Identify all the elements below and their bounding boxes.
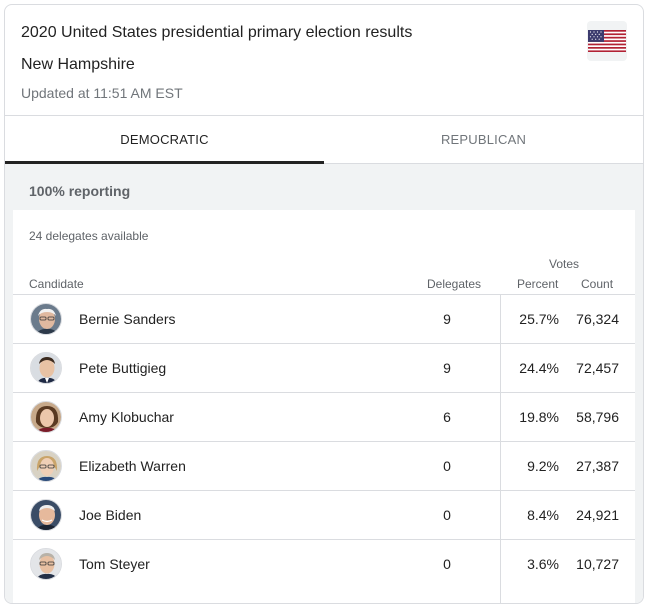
page-title: 2020 United States presidential primary …	[21, 24, 413, 41]
candidate-count: 72,457	[576, 360, 619, 376]
candidate-avatar	[30, 450, 62, 482]
table-row: Bernie Sanders 9 25.7% 76,324	[13, 294, 635, 343]
delegates-available: 24 delegates available	[29, 229, 149, 243]
party-tabs: DEMOCRATIC REPUBLICAN	[5, 115, 643, 164]
candidate-percent: 9.2%	[527, 458, 559, 474]
results-section: 100% reporting 24 delegates available Vo…	[5, 164, 643, 603]
candidate-name: Pete Buttigieg	[79, 360, 167, 376]
candidate-count: 24,921	[576, 507, 619, 523]
candidate-name: Amy Klobuchar	[79, 409, 174, 425]
reporting-status: 100% reporting	[29, 183, 131, 199]
candidate-avatar	[30, 548, 62, 580]
candidate-count: 10,727	[576, 556, 619, 572]
results-header: 2020 United States presidential primary …	[5, 5, 643, 115]
tab-republican[interactable]: REPUBLICAN	[440, 132, 527, 147]
count-header: Count	[581, 277, 614, 291]
candidate-avatar	[30, 499, 62, 531]
candidate-name: Tom Steyer	[79, 556, 150, 572]
candidate-percent: 24.4%	[519, 360, 559, 376]
percent-header: Percent	[517, 277, 559, 291]
candidate-header: Candidate	[29, 277, 84, 291]
votes-header: Votes	[549, 257, 580, 271]
state-name: New Hampshire	[21, 56, 135, 73]
candidate-avatar	[30, 352, 62, 384]
table-row: Pete Buttigieg 9 24.4% 72,457	[13, 343, 635, 392]
candidate-delegates: 6	[443, 409, 451, 425]
results-table-panel: 24 delegates available Votes Candidate D…	[13, 210, 635, 603]
candidate-delegates: 9	[443, 360, 451, 376]
candidate-count: 27,387	[576, 458, 619, 474]
table-row: Amy Klobuchar 6 19.8% 58,796	[13, 392, 635, 441]
candidate-avatar	[30, 401, 62, 433]
us-flag-icon	[587, 21, 627, 61]
updated-timestamp: Updated at 11:51 AM EST	[21, 85, 183, 101]
candidate-count: 58,796	[576, 409, 619, 425]
candidate-name: Joe Biden	[79, 507, 142, 523]
candidate-percent: 19.8%	[519, 409, 559, 425]
candidate-percent: 8.4%	[527, 507, 559, 523]
candidate-count: 76,324	[576, 311, 619, 327]
table-row: Tom Steyer 0 3.6% 10,727	[13, 539, 635, 588]
candidate-name: Elizabeth Warren	[79, 458, 186, 474]
table-row: Elizabeth Warren 0 9.2% 27,387	[13, 441, 635, 490]
tab-democratic[interactable]: DEMOCRATIC	[120, 132, 209, 147]
candidate-delegates: 0	[443, 507, 451, 523]
candidate-rows: Bernie Sanders 9 25.7% 76,324	[13, 294, 635, 588]
candidate-percent: 25.7%	[519, 311, 559, 327]
candidate-delegates: 9	[443, 311, 451, 327]
active-tab-indicator	[5, 161, 324, 164]
election-results-card: 2020 United States presidential primary …	[4, 4, 644, 604]
table-row: Joe Biden 0 8.4% 24,921	[13, 490, 635, 539]
candidate-delegates: 0	[443, 458, 451, 474]
candidate-name: Bernie Sanders	[79, 311, 176, 327]
delegates-header: Delegates	[427, 277, 482, 291]
candidate-percent: 3.6%	[527, 556, 559, 572]
candidate-delegates: 0	[443, 556, 451, 572]
candidate-avatar	[30, 303, 62, 335]
column-divider	[500, 294, 501, 603]
